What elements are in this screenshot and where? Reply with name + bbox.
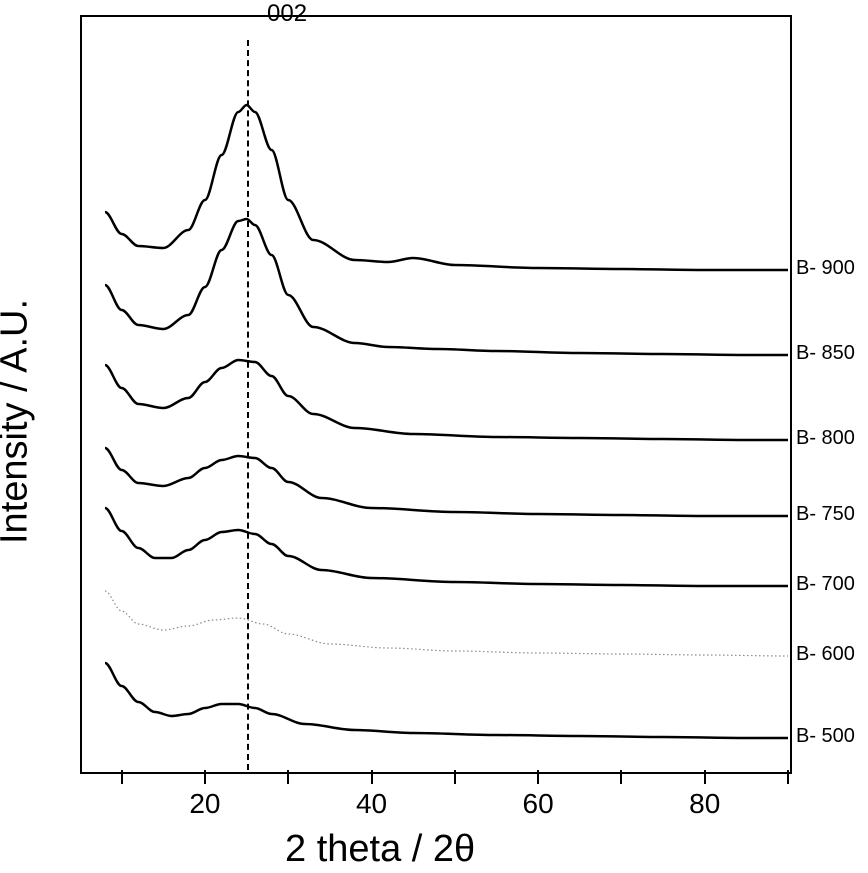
x-tick-label: 80 bbox=[685, 788, 725, 820]
curve-B-800 bbox=[105, 360, 788, 440]
x-tick bbox=[537, 770, 539, 784]
curve-B-600 bbox=[105, 591, 788, 656]
series-label-B-800: B- 800 bbox=[796, 427, 855, 450]
curve-B-750 bbox=[105, 448, 788, 516]
series-label-B-500: B- 500 bbox=[796, 725, 855, 748]
series-label-B-900: B- 900 bbox=[796, 257, 855, 280]
x-tick bbox=[121, 770, 123, 784]
curve-B-850 bbox=[105, 219, 788, 355]
x-tick bbox=[204, 770, 206, 784]
plot-svg bbox=[0, 0, 868, 873]
x-tick-label: 60 bbox=[518, 788, 558, 820]
x-tick bbox=[787, 770, 789, 784]
series-label-B-600: B- 600 bbox=[796, 643, 855, 666]
x-tick bbox=[620, 770, 622, 784]
x-tick-label: 20 bbox=[185, 788, 225, 820]
x-tick bbox=[704, 770, 706, 784]
x-tick bbox=[454, 770, 456, 784]
curve-B-900 bbox=[105, 105, 788, 270]
curve-B-700 bbox=[105, 508, 788, 586]
series-label-B-700: B- 700 bbox=[796, 573, 855, 596]
x-tick bbox=[371, 770, 373, 784]
xrd-chart: 002 Intensity / A.U. 2 theta / 2θ B- 900… bbox=[0, 0, 868, 873]
x-tick-label: 40 bbox=[352, 788, 392, 820]
series-label-B-750: B- 750 bbox=[796, 503, 855, 526]
curve-B-500 bbox=[105, 663, 788, 738]
x-tick bbox=[287, 770, 289, 784]
series-label-B-850: B- 850 bbox=[796, 342, 855, 365]
